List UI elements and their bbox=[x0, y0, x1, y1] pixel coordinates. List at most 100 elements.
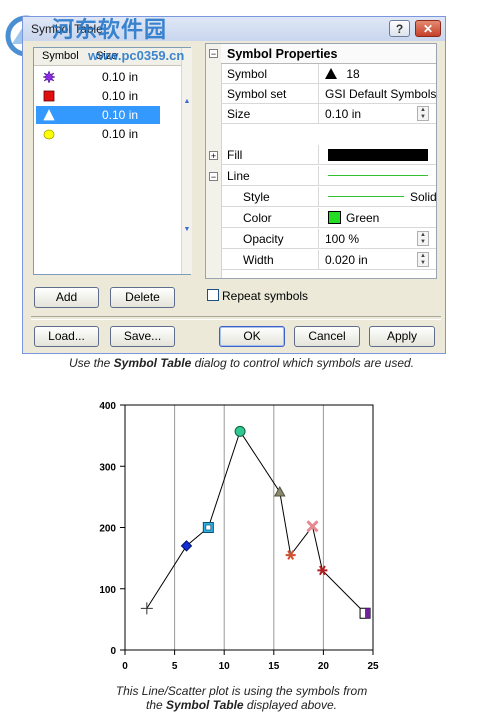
symbol-size: 0.10 in bbox=[102, 89, 139, 103]
line-scatter-chart: 0 5 10 15 20 25 0 100 200 300 400 bbox=[99, 401, 379, 672]
symbol-number: 18 bbox=[346, 67, 360, 81]
property-value[interactable]: 100 % bbox=[325, 232, 360, 246]
y-tick-label: 100 bbox=[99, 585, 116, 596]
black-triangle-icon bbox=[325, 68, 337, 79]
red-square-icon bbox=[43, 90, 55, 102]
property-width[interactable]: Width 0.020 in ▲ ▼ bbox=[221, 250, 436, 270]
property-value[interactable]: Green bbox=[346, 211, 380, 225]
caption-plot: This Line/Scatter plot is using the symb… bbox=[0, 684, 483, 712]
close-button[interactable]: ✕ bbox=[415, 20, 441, 37]
line-preview bbox=[328, 175, 428, 176]
symbol-size: 0.10 in bbox=[102, 108, 139, 122]
opacity-spinner[interactable]: ▲ ▼ bbox=[417, 231, 429, 246]
property-value[interactable]: 0.10 in bbox=[325, 107, 362, 121]
caption-text: This Line/Scatter plot is using the symb… bbox=[115, 684, 368, 698]
property-name: Opacity bbox=[243, 232, 284, 246]
property-grid-gutter bbox=[206, 44, 222, 278]
help-button[interactable]: ? bbox=[389, 20, 410, 37]
property-value[interactable]: GSI Default Symbols bbox=[325, 87, 437, 101]
property-name: Fill bbox=[227, 148, 243, 162]
scroll-up-icon[interactable]: ▲ bbox=[183, 98, 191, 105]
x-tick-label: 5 bbox=[172, 661, 178, 672]
repeat-symbols-checkbox[interactable] bbox=[207, 289, 219, 301]
width-spinner[interactable]: ▲ ▼ bbox=[417, 252, 429, 267]
size-spinner[interactable]: ▲ ▼ bbox=[417, 106, 429, 121]
symbol-list[interactable]: Symbol Size 0.10 in 0.10 in 0.10 in 0. bbox=[33, 47, 191, 275]
caption-bold: Symbol Table bbox=[166, 698, 244, 712]
cancel-button[interactable]: Cancel bbox=[294, 326, 360, 347]
data-point-star bbox=[317, 565, 328, 576]
data-point-circle bbox=[234, 425, 246, 437]
property-opacity[interactable]: Opacity 100 % ▲ ▼ bbox=[221, 229, 436, 249]
x-tick-label: 15 bbox=[268, 661, 280, 672]
data-point-diamond bbox=[180, 540, 193, 552]
property-name: Width bbox=[243, 253, 274, 267]
property-value[interactable]: Solid bbox=[410, 190, 437, 204]
white-triangle-icon bbox=[43, 109, 55, 121]
purple-starburst-icon bbox=[43, 71, 55, 83]
caption-dialog: Use the Symbol Table dialog to control w… bbox=[0, 356, 483, 370]
caption-text: the bbox=[146, 698, 167, 712]
property-name: Size bbox=[227, 107, 251, 121]
x-tick-label: 0 bbox=[122, 661, 128, 672]
list-item-selected[interactable]: 0.10 in bbox=[36, 106, 160, 124]
caption-text: dialog to control which symbols are used… bbox=[191, 356, 415, 370]
symbol-list-scrollbar[interactable]: ▲ ▼ bbox=[181, 48, 192, 274]
plot-frame bbox=[124, 404, 374, 651]
data-point-triangle bbox=[273, 485, 286, 497]
style-preview bbox=[328, 196, 404, 197]
property-symbol-set[interactable]: Symbol set GSI Default Symbols bbox=[221, 84, 437, 104]
watermark-url: www.pc0359.cn bbox=[88, 48, 185, 63]
fill-swatch[interactable] bbox=[328, 149, 428, 161]
property-name: Line bbox=[227, 169, 250, 183]
load-button[interactable]: Load... bbox=[34, 326, 99, 347]
data-point-x bbox=[306, 520, 319, 533]
y-tick-label: 300 bbox=[99, 462, 116, 473]
divider bbox=[31, 316, 441, 320]
data-point-square-inner bbox=[205, 524, 212, 531]
column-symbol: Symbol bbox=[42, 50, 79, 62]
column-size: Size bbox=[96, 50, 118, 62]
property-value[interactable]: 18 bbox=[325, 67, 360, 81]
data-point-star bbox=[285, 550, 296, 560]
property-grid: − Symbol Properties Symbol 18 Symbol set… bbox=[205, 43, 437, 279]
collapse-icon[interactable]: − bbox=[209, 49, 218, 59]
property-style[interactable]: Style Solid bbox=[221, 187, 437, 207]
list-item[interactable]: 0.10 in bbox=[36, 68, 160, 86]
x-tick-label: 20 bbox=[318, 661, 330, 672]
symbol-table-dialog: Symbol Table ? ✕ Symbol Size 0.10 in 0.1… bbox=[22, 16, 446, 354]
list-item[interactable]: 0.10 in bbox=[36, 87, 160, 105]
collapse-line-icon[interactable]: − bbox=[209, 172, 218, 182]
property-color[interactable]: Color Green bbox=[221, 208, 436, 228]
yellow-circle-icon bbox=[43, 129, 55, 140]
property-name: Symbol bbox=[227, 67, 268, 81]
series-line bbox=[146, 430, 366, 614]
y-tick-label: 400 bbox=[99, 401, 116, 412]
symbol-size: 0.10 in bbox=[102, 70, 139, 84]
color-swatch[interactable] bbox=[328, 211, 341, 224]
scroll-down-icon[interactable]: ▼ bbox=[183, 226, 191, 233]
list-item[interactable]: 0.10 in bbox=[36, 125, 160, 143]
property-name: Style bbox=[243, 190, 270, 204]
property-size[interactable]: Size 0.10 in ▲ ▼ bbox=[221, 104, 436, 124]
y-tick-label: 200 bbox=[99, 524, 116, 535]
property-line[interactable]: Line bbox=[221, 166, 436, 186]
save-button[interactable]: Save... bbox=[110, 326, 175, 347]
x-tick-label: 25 bbox=[367, 661, 379, 672]
dialog-title: Symbol Table bbox=[31, 22, 103, 36]
property-name: Symbol set bbox=[227, 87, 287, 101]
property-fill[interactable]: Fill bbox=[221, 145, 436, 165]
caption-text: Use the bbox=[68, 356, 114, 370]
symbol-list-header: Symbol Size bbox=[34, 48, 190, 66]
property-header-label: Symbol Properties bbox=[227, 47, 338, 61]
ok-button[interactable]: OK bbox=[219, 326, 285, 347]
caption-bold: Symbol Table bbox=[113, 356, 192, 370]
y-tick-label: 0 bbox=[110, 646, 116, 657]
apply-button[interactable]: Apply bbox=[369, 326, 435, 347]
property-value[interactable]: 0.020 in bbox=[325, 253, 368, 267]
expand-fill-icon[interactable]: + bbox=[209, 151, 218, 161]
property-symbol[interactable]: Symbol 18 bbox=[221, 64, 436, 84]
add-button[interactable]: Add bbox=[34, 287, 99, 308]
delete-button[interactable]: Delete bbox=[110, 287, 175, 308]
watermark-site: 河东软件园 bbox=[52, 17, 168, 42]
